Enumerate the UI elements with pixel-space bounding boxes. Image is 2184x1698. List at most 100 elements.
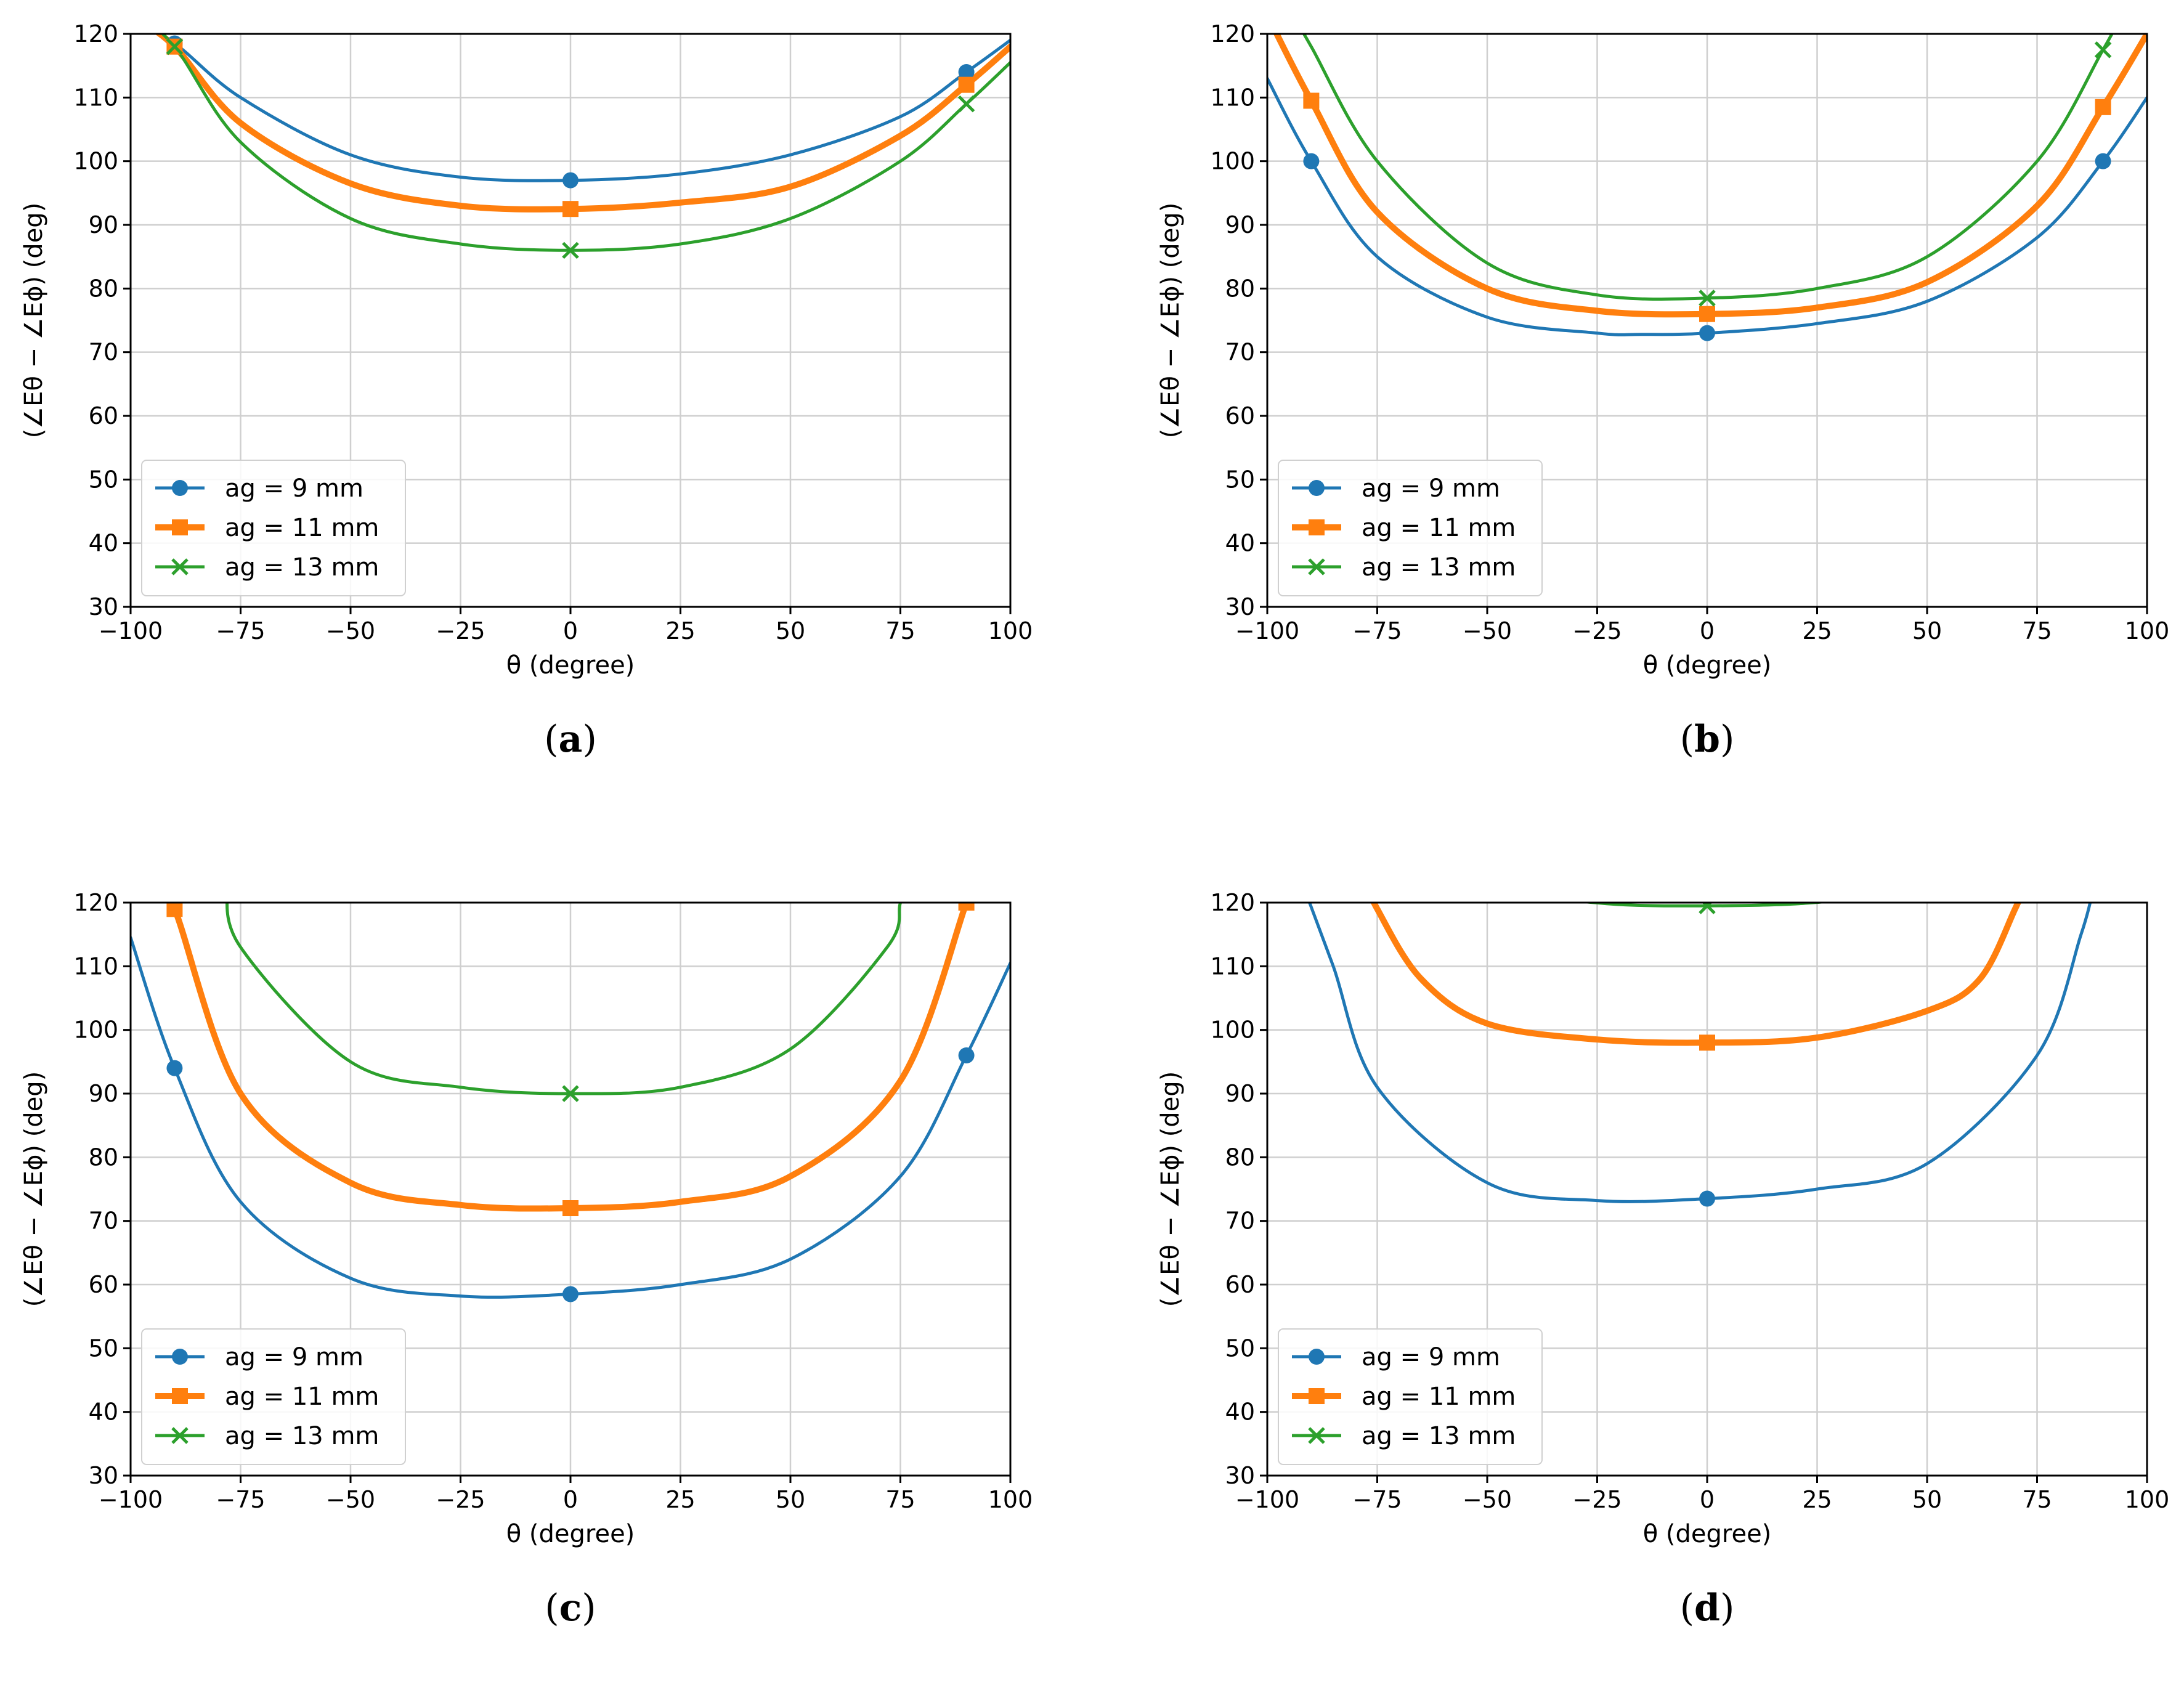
- x-tick-label: 25: [1802, 1486, 1832, 1513]
- y-tick-label: 60: [1225, 1271, 1255, 1298]
- legend-entry-label: ag = 11 mm: [1362, 1383, 1516, 1411]
- y-tick-label: 60: [89, 402, 118, 429]
- legend-swatch-marker: [1308, 1427, 1325, 1444]
- y-tick-label: 50: [1225, 466, 1255, 493]
- y-tick-label: 110: [1210, 953, 1255, 980]
- y-tick-label: 90: [1225, 1080, 1255, 1107]
- legend-entry-label: ag = 11 mm: [225, 514, 379, 542]
- legend-entry-label: ag = 9 mm: [225, 1343, 363, 1371]
- y-axis-label: (∠Eθ − ∠Eϕ) (deg): [20, 1071, 48, 1307]
- series-marker-9mm: [2095, 153, 2111, 169]
- y-tick-label: 80: [89, 1144, 118, 1171]
- series-marker-9mm: [166, 1060, 183, 1076]
- y-tick-label: 120: [1210, 889, 1255, 916]
- y-tick-label: 40: [89, 530, 118, 557]
- chart-panel-b: −100 −75 −50 −25 0 25 50 75 100 30 40 50 60 70 80 90 100…: [1137, 0, 2184, 829]
- legend-entry-label: ag = 9 mm: [1362, 474, 1500, 503]
- legend-swatch-marker: [172, 1388, 188, 1404]
- series-line-9mm: [1267, 76, 2147, 336]
- y-tick-label: 90: [89, 1080, 118, 1107]
- x-tick-label: −100: [99, 1486, 163, 1513]
- x-tick-label: 25: [665, 617, 695, 644]
- legend-swatch-marker: [1309, 1349, 1325, 1365]
- legend-swatch-marker: [1309, 519, 1325, 535]
- legend-swatch-marker: [1308, 558, 1325, 575]
- series-marker-11mm: [2095, 99, 2111, 115]
- series-marker-9mm: [958, 1047, 975, 1063]
- x-tick-label: 50: [776, 1486, 805, 1513]
- x-tick-label: 0: [563, 1486, 578, 1513]
- x-tick-label: −50: [1463, 1486, 1512, 1513]
- y-tick-label: 80: [1225, 1144, 1255, 1171]
- panel-caption: (b): [1679, 718, 1735, 761]
- x-tick-label: −100: [1235, 617, 1299, 644]
- series-marker-13mm: [1699, 290, 1716, 307]
- x-tick-label: 100: [988, 617, 1033, 644]
- x-axis-label: θ (degree): [1643, 651, 1772, 680]
- y-axis-label: (∠Eθ − ∠Eϕ) (deg): [1156, 203, 1185, 439]
- x-tick-label: 75: [2022, 1486, 2052, 1513]
- y-tick-label: 40: [1225, 530, 1255, 557]
- y-tick-label: 100: [73, 1017, 118, 1044]
- x-tick-label: −50: [326, 617, 375, 644]
- series-marker-9mm: [1699, 1190, 1715, 1207]
- legend-swatch-marker: [171, 1427, 189, 1444]
- x-tick-label: 0: [1700, 1486, 1715, 1513]
- x-axis-label: θ (degree): [506, 1520, 635, 1548]
- y-tick-label: 80: [89, 275, 118, 302]
- x-tick-label: 75: [885, 617, 915, 644]
- y-tick-label: 110: [73, 953, 118, 980]
- plot-area: [131, 903, 1010, 1302]
- series-marker-9mm: [1699, 325, 1715, 341]
- y-tick-label: 120: [1210, 20, 1255, 47]
- x-tick-label: −50: [1463, 617, 1512, 644]
- x-tick-label: 0: [1700, 617, 1715, 644]
- y-tick-label: 70: [89, 339, 118, 366]
- legend-entry-label: ag = 9 mm: [225, 474, 363, 503]
- y-tick-label: 100: [73, 148, 118, 175]
- series-marker-13mm: [562, 1085, 579, 1102]
- x-tick-label: −25: [436, 617, 485, 644]
- panel-caption-letter: b: [1694, 718, 1720, 761]
- x-tick-label: −75: [216, 1486, 265, 1513]
- y-axis-label: (∠Eθ − ∠Eϕ) (deg): [20, 203, 48, 439]
- x-axis-label: θ (degree): [1643, 1520, 1772, 1548]
- series-marker-11mm: [958, 76, 975, 93]
- panel-caption-letter: d: [1694, 1586, 1720, 1630]
- y-tick-label: 100: [1210, 1017, 1255, 1044]
- x-tick-label: −25: [1572, 1486, 1622, 1513]
- chart-panel-a: −100 −75 −50 −25 0 25 50 75 100 30 40 50 60 70 80 90 100…: [0, 0, 1092, 829]
- x-tick-label: 100: [988, 1486, 1033, 1513]
- series-marker-9mm: [1303, 153, 1320, 169]
- y-tick-label: 70: [1225, 1208, 1255, 1235]
- series-marker-11mm: [166, 903, 183, 917]
- x-tick-label: 25: [665, 1486, 695, 1513]
- legend-swatch-marker: [1309, 1388, 1325, 1404]
- panel-caption-letter: c: [559, 1586, 582, 1630]
- series-marker-11mm: [958, 903, 975, 911]
- y-tick-label: 120: [73, 20, 118, 47]
- series-marker-13mm: [1699, 903, 1716, 914]
- series-line-11mm: [168, 903, 970, 1212]
- chart-svg-c: −100 −75 −50 −25 0 25 50 75 100 30 40 50 60 70 80 90 100…: [20, 889, 1033, 1548]
- legend-swatch-marker: [172, 519, 188, 535]
- series-line-13mm: [225, 903, 903, 1095]
- x-tick-label: 0: [563, 617, 578, 644]
- x-tick-label: −100: [1235, 1486, 1299, 1513]
- panel-caption: (c): [545, 1586, 596, 1630]
- y-tick-label: 50: [1225, 1334, 1255, 1362]
- legend-box: [1278, 1328, 1543, 1465]
- y-tick-label: 30: [89, 1462, 118, 1489]
- x-tick-label: −50: [326, 1486, 375, 1513]
- legend-swatch-marker: [172, 1349, 188, 1365]
- x-tick-label: 75: [885, 1486, 915, 1513]
- chart-panel-c: −100 −75 −50 −25 0 25 50 75 100 30 40 50 60 70 80 90 100…: [0, 869, 1092, 1698]
- legend: ag = 9 mm ag = 11 mm ag = 13 mm: [1278, 1328, 1543, 1465]
- x-tick-label: −75: [1352, 617, 1402, 644]
- legend-box: [141, 460, 406, 596]
- panel-caption: (d): [1679, 1586, 1735, 1630]
- x-tick-label: 100: [2125, 617, 2170, 644]
- legend-swatch-marker: [1309, 480, 1325, 496]
- y-tick-label: 40: [89, 1399, 118, 1426]
- series-marker-13mm: [2094, 41, 2112, 59]
